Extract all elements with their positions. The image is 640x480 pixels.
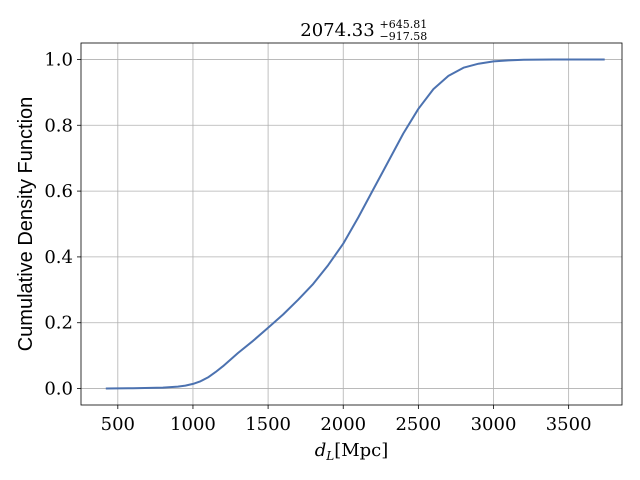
chart-title: 2074.33 (300, 20, 374, 41)
y-axis-ticks: 0.0 0.2 0.4 0.6 0.8 1.0 (44, 49, 81, 400)
x-tick-label: 500 (101, 414, 135, 435)
title-value: 2074.33 (300, 20, 374, 41)
y-tick-label: 0.0 (44, 379, 73, 400)
cdf-line (105, 58, 605, 390)
y-tick-label: 0.4 (44, 247, 73, 268)
y-tick-label: 0.6 (44, 181, 73, 202)
y-tick-label: 0.2 (44, 313, 73, 334)
x-tick-label: 1000 (170, 414, 216, 435)
plot-frame (80, 42, 623, 406)
y-tick-label: 0.8 (44, 115, 73, 136)
x-axis-label: dL[Mpc] (315, 440, 389, 463)
y-tick-label: 1.0 (44, 49, 73, 70)
x-axis-ticks: 500 1000 1500 2000 2500 3000 3500 (101, 405, 592, 435)
series-layer (105, 58, 605, 390)
grid-lines (81, 43, 622, 405)
y-axis-label: Cumulative Density Function (15, 97, 37, 352)
x-axis-label-unit: [Mpc] (334, 440, 388, 461)
x-tick-label: 3500 (546, 414, 592, 435)
x-axis-label-symbol: d (315, 440, 327, 461)
title-upper-error: +645.81 (380, 18, 428, 31)
x-tick-label: 2500 (395, 414, 441, 435)
x-axis-label-subscript: L (325, 449, 334, 463)
x-tick-label: 1500 (245, 414, 291, 435)
x-tick-label: 2000 (320, 414, 366, 435)
x-tick-label: 3000 (471, 414, 517, 435)
title-lower-error: −917.58 (380, 30, 428, 43)
